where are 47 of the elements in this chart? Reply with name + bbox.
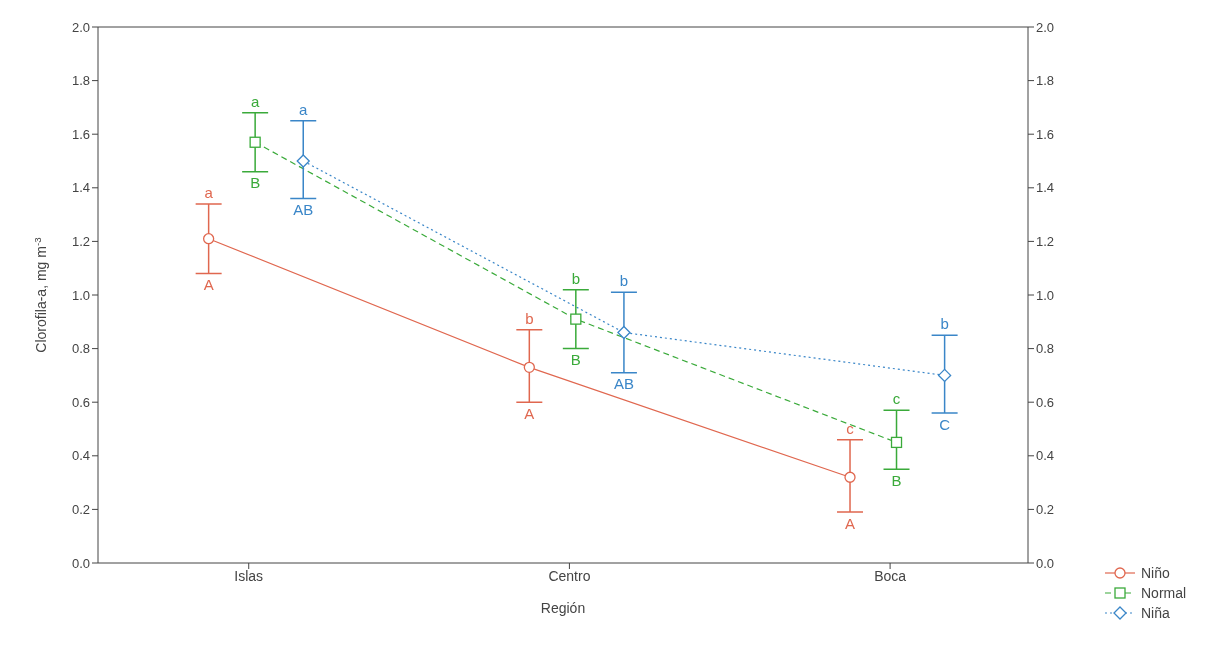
- annotation: A: [203, 276, 214, 294]
- x-tick-label: Boca: [874, 567, 907, 584]
- y-tick-label: 0.0: [71, 555, 90, 571]
- annotation: B: [250, 174, 261, 192]
- annotation: A: [845, 514, 856, 532]
- legend-label: Normal: [1141, 585, 1187, 601]
- y2-tick-label: 1.6: [1036, 126, 1055, 142]
- annotation: A: [524, 404, 535, 422]
- y-tick-label: 0.6: [71, 394, 90, 410]
- annotation: b: [940, 315, 949, 333]
- y2-tick-label: 0.0: [1036, 555, 1055, 571]
- legend-label: Niño: [1141, 565, 1170, 581]
- annotation: b: [571, 269, 580, 287]
- y-tick-label: 0.4: [71, 448, 90, 464]
- annotation: C: [939, 415, 951, 433]
- annotation: a: [299, 100, 309, 118]
- y2-tick-label: 0.8: [1036, 341, 1055, 357]
- x-axis-title: Región: [540, 600, 586, 616]
- annotation: b: [525, 309, 534, 327]
- y-tick-label: 1.4: [71, 180, 90, 196]
- y-tick-label: 2.0: [71, 19, 90, 35]
- x-tick-label: Islas: [234, 567, 264, 584]
- y-tick-label: 1.6: [71, 126, 90, 142]
- y2-tick-label: 1.2: [1036, 234, 1055, 250]
- annotation: B: [891, 471, 902, 489]
- y-tick-label: 1.8: [71, 73, 90, 89]
- y2-tick-label: 2.0: [1036, 19, 1055, 35]
- y-tick-label: 1.0: [71, 287, 90, 303]
- y2-tick-label: 0.6: [1036, 394, 1055, 410]
- annotation: c: [846, 419, 855, 437]
- annotation: a: [204, 183, 214, 201]
- y-tick-label: 0.2: [71, 502, 90, 518]
- annotation: B: [570, 351, 581, 369]
- legend-label: Niña: [1141, 605, 1170, 621]
- x-tick-label: Centro: [548, 567, 591, 584]
- annotation: AB: [293, 201, 314, 219]
- y-tick-label: 0.8: [71, 341, 90, 357]
- y2-tick-label: 1.4: [1036, 180, 1055, 196]
- y2-tick-label: 0.4: [1036, 448, 1055, 464]
- y-tick-label: 1.2: [71, 234, 90, 250]
- y2-tick-label: 1.8: [1036, 73, 1055, 89]
- annotation: b: [619, 272, 629, 290]
- annotation: a: [250, 92, 260, 110]
- y2-tick-label: 1.0: [1036, 287, 1055, 303]
- annotation: c: [892, 390, 901, 408]
- y2-tick-label: 0.2: [1036, 502, 1055, 518]
- annotation: AB: [613, 375, 634, 393]
